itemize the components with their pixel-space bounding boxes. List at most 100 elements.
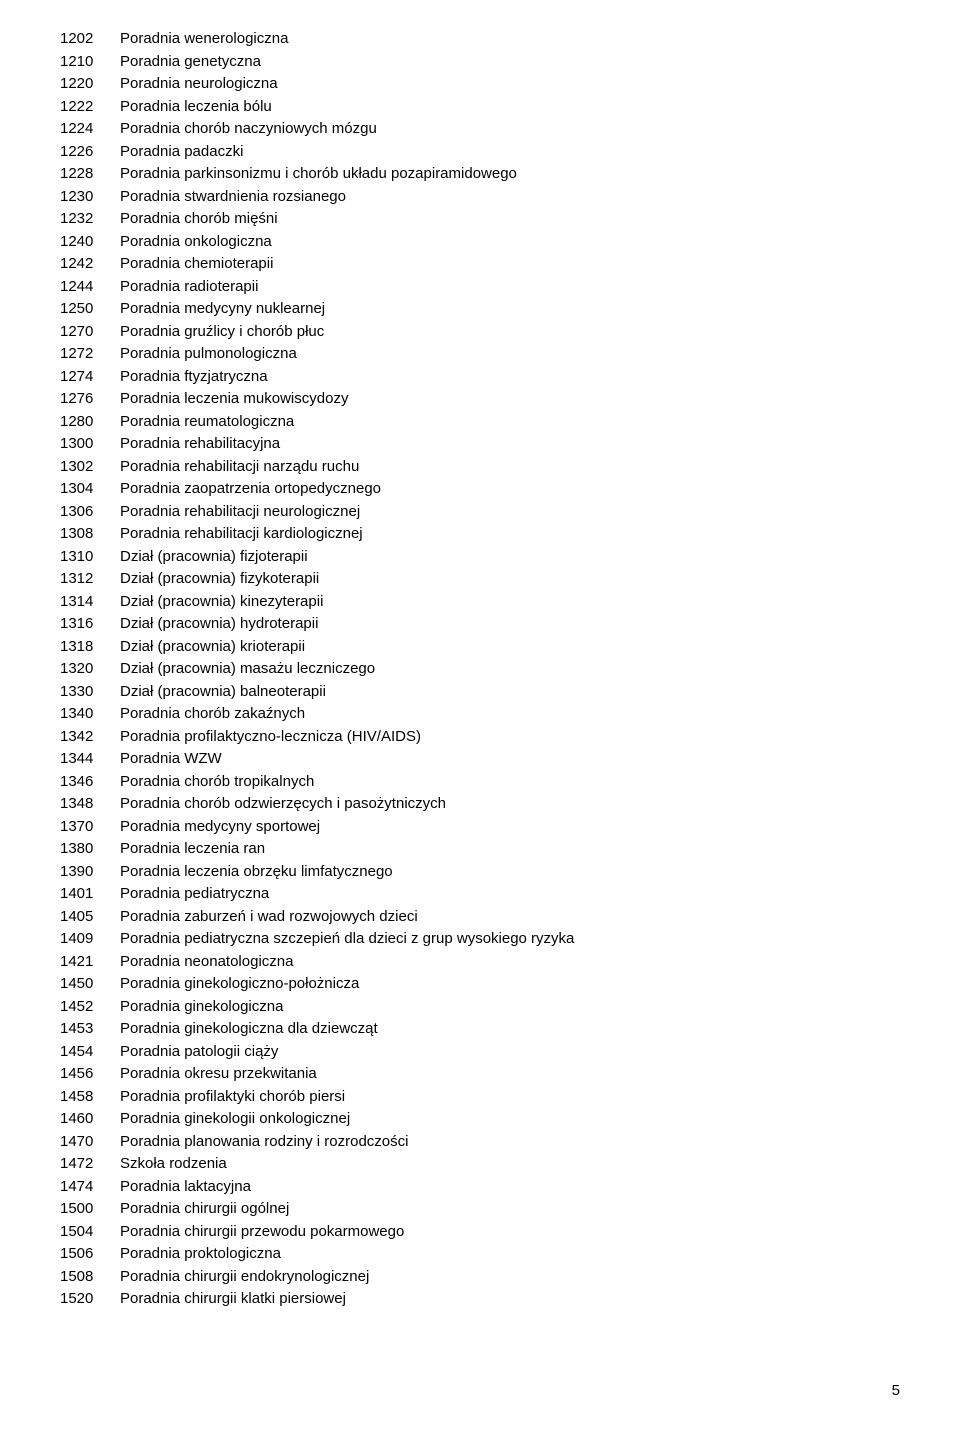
row-code: 1421	[60, 951, 102, 974]
row-label: Poradnia leczenia ran	[120, 838, 265, 861]
row-label: Szkoła rodzenia	[120, 1153, 227, 1176]
row-label: Poradnia rehabilitacji kardiologicznej	[120, 523, 363, 546]
row-label: Dział (pracownia) masażu leczniczego	[120, 658, 375, 681]
row-code: 1506	[60, 1243, 102, 1266]
row-label: Dział (pracownia) hydroterapii	[120, 613, 318, 636]
row-label: Dział (pracownia) kinezyterapii	[120, 591, 323, 614]
row-label: Poradnia neurologiczna	[120, 73, 278, 96]
row-label: Poradnia chirurgii ogólnej	[120, 1198, 289, 1221]
row-code: 1240	[60, 231, 102, 254]
row-code: 1409	[60, 928, 102, 951]
row-label: Poradnia pulmonologiczna	[120, 343, 297, 366]
list-row: 1458 Poradnia profilaktyki chorób piersi	[60, 1086, 900, 1109]
list-row: 1421Poradnia neonatologiczna	[60, 951, 900, 974]
row-label: Poradnia chirurgii endokrynologicznej	[120, 1266, 369, 1289]
row-code: 1242	[60, 253, 102, 276]
row-code: 1210	[60, 51, 102, 74]
list-row: 1222 Poradnia leczenia bólu	[60, 96, 900, 119]
row-code: 1452	[60, 996, 102, 1019]
list-row: 1409Poradnia pediatryczna szczepień dla …	[60, 928, 900, 951]
row-label: Dział (pracownia) balneoterapii	[120, 681, 326, 704]
row-label: Poradnia ftyzjatryczna	[120, 366, 268, 389]
list-row: 1346Poradnia chorób tropikalnych	[60, 771, 900, 794]
row-code: 1232	[60, 208, 102, 231]
row-code: 1450	[60, 973, 102, 996]
row-label: Poradnia genetyczna	[120, 51, 261, 74]
list-row: 1210 Poradnia genetyczna	[60, 51, 900, 74]
list-row: 1506Poradnia proktologiczna	[60, 1243, 900, 1266]
row-code: 1274	[60, 366, 102, 389]
page-number: 5	[892, 1380, 900, 1403]
row-label: Poradnia chirurgii przewodu pokarmowego	[120, 1221, 404, 1244]
row-label: Poradnia ginekologiczna	[120, 996, 283, 1019]
row-code: 1272	[60, 343, 102, 366]
row-code: 1458	[60, 1086, 102, 1109]
row-label: Poradnia wenerologiczna	[120, 28, 288, 51]
row-label: Poradnia laktacyjna	[120, 1176, 251, 1199]
list-row: 1520Poradnia chirurgii klatki piersiowej	[60, 1288, 900, 1311]
row-code: 1300	[60, 433, 102, 456]
list-row: 1508Poradnia chirurgii endokrynologiczne…	[60, 1266, 900, 1289]
list-row: 1300Poradnia rehabilitacyjna	[60, 433, 900, 456]
row-label: Poradnia chorób naczyniowych mózgu	[120, 118, 377, 141]
row-code: 1453	[60, 1018, 102, 1041]
list-row: 1390Poradnia leczenia obrzęku limfatyczn…	[60, 861, 900, 884]
row-label: Poradnia parkinsonizmu i chorób układu p…	[120, 163, 517, 186]
row-label: Poradnia rehabilitacji neurologicznej	[120, 501, 360, 524]
list-row: 1240 Poradnia onkologiczna	[60, 231, 900, 254]
list-row: 1270 Poradnia gruźlicy i chorób płuc	[60, 321, 900, 344]
row-label: Poradnia reumatologiczna	[120, 411, 294, 434]
row-code: 1224	[60, 118, 102, 141]
list-row: 1232 Poradnia chorób mięśni	[60, 208, 900, 231]
row-code: 1220	[60, 73, 102, 96]
row-code: 1470	[60, 1131, 102, 1154]
list-row: 1224 Poradnia chorób naczyniowych mózgu	[60, 118, 900, 141]
row-code: 1222	[60, 96, 102, 119]
row-label: Poradnia chorób tropikalnych	[120, 771, 314, 794]
row-code: 1344	[60, 748, 102, 771]
list-row: 1280Poradnia reumatologiczna	[60, 411, 900, 434]
row-code: 1312	[60, 568, 102, 591]
row-code: 1314	[60, 591, 102, 614]
row-code: 1306	[60, 501, 102, 524]
row-label: Poradnia patologii ciąży	[120, 1041, 278, 1064]
row-code: 1304	[60, 478, 102, 501]
list-row: 1276Poradnia leczenia mukowiscydozy	[60, 388, 900, 411]
row-label: Dział (pracownia) fizjoterapii	[120, 546, 308, 569]
list-row: 1450Poradnia ginekologiczno-położnicza	[60, 973, 900, 996]
list-row: 1308Poradnia rehabilitacji kardiologiczn…	[60, 523, 900, 546]
row-label: Poradnia medycyny sportowej	[120, 816, 320, 839]
row-code: 1318	[60, 636, 102, 659]
row-label: Poradnia onkologiczna	[120, 231, 272, 254]
list-row: 1226Poradnia padaczki	[60, 141, 900, 164]
row-code: 1320	[60, 658, 102, 681]
list-row: 1242 Poradnia chemioterapii	[60, 253, 900, 276]
row-code: 1342	[60, 726, 102, 749]
row-code: 1454	[60, 1041, 102, 1064]
list-row: 1272 Poradnia pulmonologiczna	[60, 343, 900, 366]
row-label: Poradnia chorób mięśni	[120, 208, 278, 231]
row-label: Poradnia profilaktyczno-lecznicza (HIV/A…	[120, 726, 421, 749]
row-label: Poradnia rehabilitacji narządu ruchu	[120, 456, 359, 479]
row-label: Poradnia chemioterapii	[120, 253, 273, 276]
row-code: 1348	[60, 793, 102, 816]
row-code: 1370	[60, 816, 102, 839]
row-label: Poradnia leczenia bólu	[120, 96, 272, 119]
row-code: 1310	[60, 546, 102, 569]
row-code: 1380	[60, 838, 102, 861]
list-row: 1342 Poradnia profilaktyczno-lecznicza (H…	[60, 726, 900, 749]
list-row: 1504Poradnia chirurgii przewodu pokarmow…	[60, 1221, 900, 1244]
row-label: Poradnia profilaktyki chorób piersi	[120, 1086, 345, 1109]
list-row: 1470Poradnia planowania rodziny i rozrod…	[60, 1131, 900, 1154]
list-row: 1348Poradnia chorób odzwierzęcych i paso…	[60, 793, 900, 816]
row-code: 1302	[60, 456, 102, 479]
list-row: 1202Poradnia wenerologiczna	[60, 28, 900, 51]
list-row: 1340Poradnia chorób zakaźnych	[60, 703, 900, 726]
list-row: 1302 Poradnia rehabilitacji narządu ruchu	[60, 456, 900, 479]
row-code: 1330	[60, 681, 102, 704]
row-label: Poradnia gruźlicy i chorób płuc	[120, 321, 324, 344]
list-row: 1306 Poradnia rehabilitacji neurologiczne…	[60, 501, 900, 524]
list-row: 1250Poradnia medycyny nuklearnej	[60, 298, 900, 321]
list-row: 1244Poradnia radioterapii	[60, 276, 900, 299]
row-code: 1270	[60, 321, 102, 344]
